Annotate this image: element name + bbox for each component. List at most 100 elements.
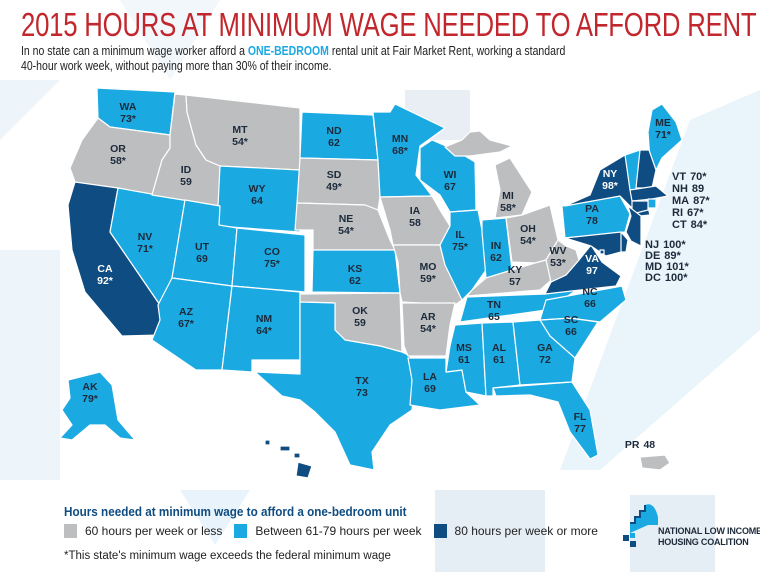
state-label-ia: IA 58 [409,205,421,229]
state-label-ne: NE 54* [338,213,355,237]
state-label-ny: NY 98* [602,168,619,192]
state-code: HI [280,423,291,435]
state-callout-dc: DC 100* [645,272,688,284]
state-label-il: IL 75* [452,229,469,253]
state-label-sd: SD 49* [326,169,343,193]
state-code: RI [672,207,683,219]
state-hours: 100* [665,272,688,284]
state-hours: 79* [82,393,99,405]
state-code: MT [232,124,248,136]
state-hours: 67* [687,207,704,219]
legend-label: 60 hours per week or less [85,524,223,538]
state-label-id: ID 59 [180,164,192,188]
state-ga [512,319,576,386]
legend-item-mid: Between 61-79 hours per week [234,524,422,538]
state-label-mi: MI 58* [500,190,517,214]
state-code: ME [655,117,671,129]
state-mt [185,94,301,171]
state-hours: 62 [490,252,502,264]
state-hours: 75* [452,241,469,253]
state-label-mo: MO 59* [420,261,437,285]
page-subtitle: In no state can a minimum wage worker af… [21,44,693,74]
state-hours: 89 [692,183,704,195]
state-wv [545,239,580,283]
state-callout-ri: RI 67* [672,207,704,219]
nlihc-logo: NATIONAL LOW INCOME HOUSING COALITION [616,495,760,560]
state-code: NE [339,213,354,225]
state-code: TX [355,375,368,387]
state-hours: 62 [349,275,361,287]
legend-item-high: 80 hours per week or more [433,524,598,538]
state-hours: 69 [196,253,208,265]
state-code: CO [264,246,280,258]
state-hours: 49* [326,181,343,193]
state-label-sc: SC 66 [564,314,579,338]
state-hours: 92* [97,275,114,287]
legend-swatch-dark-blue [433,524,447,538]
state-hours: 53* [550,257,567,269]
state-ri [647,198,657,209]
state-il [439,209,487,301]
state-code: NY [603,168,618,180]
state-label-nm: NM 64* [256,313,273,337]
state-label-ut: UT 69 [195,241,210,265]
subtitle-line-2: 40-hour work week, without paying more t… [21,59,332,73]
subtitle-highlight: ONE-BEDROOM [247,44,329,58]
legend-label: 80 hours per week or more [454,524,598,538]
state-label-ky: KY 57 [508,264,523,288]
state-code: PA [585,203,599,215]
state-label-tn: TN 65 [487,299,501,323]
state-label-in: IN 62 [490,240,502,264]
state-code: MO [420,261,437,273]
state-label-nd: ND 62 [326,125,342,149]
state-code: DC [645,272,661,284]
state-hours: 58 [409,217,421,229]
state-callout-md: MD 101* [645,261,689,273]
state-label-wv: WV 53* [550,245,567,269]
state-hours: 65 [488,311,500,323]
subtitle-text-end: rental unit at Fair Market Rent, working… [328,44,566,58]
state-hours: 57 [509,276,521,288]
state-hours: 97 [586,265,598,277]
state-hours: 125* [274,435,297,447]
state-ak [59,371,136,441]
state-code: CT [672,219,687,231]
state-code: TN [487,299,501,311]
state-label-ks: KS 62 [348,263,363,287]
state-label-ok: OK 59 [352,305,368,329]
state-label-nv: NV 71* [137,231,154,255]
state-label-ms: MS 61 [456,342,472,366]
subtitle-text: In no state can a minimum wage worker af… [21,44,248,58]
state-label-ak: AK 79* [82,381,99,405]
state-label-wa: WA 73* [120,101,137,125]
state-ma [629,185,669,202]
legend-title: Hours needed at minimum wage to afford a… [64,504,407,519]
state-hours: 69 [424,383,436,395]
state-code: PR [625,439,640,451]
state-hours: 87* [693,195,710,207]
legend-swatch-gray [64,524,77,538]
state-hours: 67 [444,181,456,193]
state-code: OK [352,305,368,317]
state-hours: 100* [663,239,686,251]
state-nj [625,205,642,247]
state-hours: 75* [264,258,281,270]
state-code: CA [97,263,113,275]
legend: 60 hours per week or less Between 61-79 … [64,524,610,538]
state-label-oh: OH 54* [520,223,537,247]
state-label-ar: AR 54* [420,311,437,335]
state-tx [254,301,416,471]
state-callout-ct: CT 84* [672,219,708,231]
state-code: KS [348,263,363,275]
state-label-ca: CA 92* [97,263,114,287]
legend-label: Between 61-79 hours per week [255,524,422,538]
state-code: ID [181,164,192,176]
state-label-mt: MT 54* [232,124,249,148]
state-code: MN [392,133,408,145]
state-code: OR [110,143,126,155]
state-code: FL [574,411,587,423]
state-code: MA [672,195,689,207]
state-code: KY [508,264,523,276]
state-hours: 77 [574,423,586,435]
